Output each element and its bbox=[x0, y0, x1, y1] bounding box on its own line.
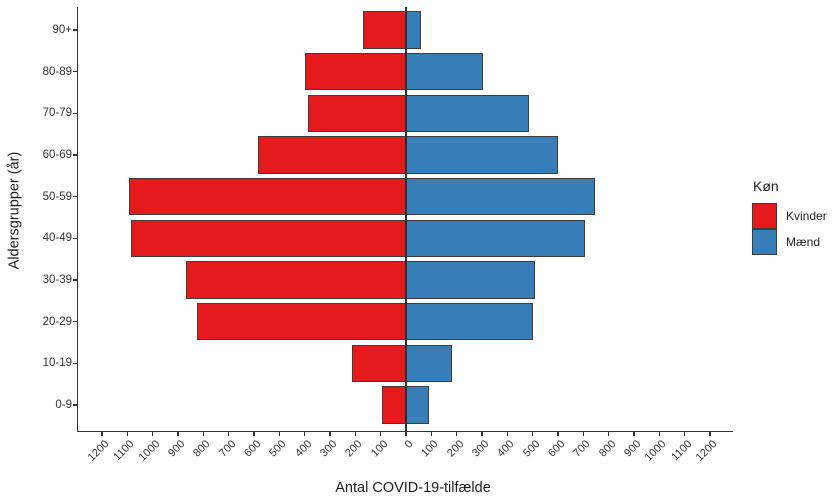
x-tick--600 bbox=[253, 432, 255, 437]
legend-key-mænd bbox=[752, 229, 777, 255]
x-tick--500 bbox=[278, 432, 280, 437]
y-tick-label-0-9: 0-9 bbox=[55, 399, 72, 412]
bar-kvinder-0-9 bbox=[381, 386, 406, 424]
x-tick--1200 bbox=[101, 432, 103, 437]
x-tick-1100 bbox=[684, 432, 686, 437]
x-tick-1000 bbox=[658, 432, 660, 437]
bar-mænd-0-9 bbox=[406, 386, 429, 424]
x-tick--1000 bbox=[152, 432, 154, 437]
bar-kvinder-70-79 bbox=[308, 94, 406, 133]
x-tick--1100 bbox=[126, 432, 128, 437]
x-tick-300 bbox=[481, 432, 483, 437]
bar-mænd-20-29 bbox=[406, 302, 533, 341]
legend-label-mænd: Mænd bbox=[786, 235, 821, 249]
bar-kvinder-10-19 bbox=[351, 344, 406, 383]
y-tick-60-69 bbox=[73, 154, 77, 156]
bar-mænd-90+ bbox=[406, 11, 422, 49]
bar-kvinder-50-59 bbox=[128, 177, 406, 216]
y-tick-30-39 bbox=[73, 279, 77, 281]
bar-kvinder-80-89 bbox=[304, 52, 406, 91]
x-tick-900 bbox=[633, 432, 635, 437]
y-tick-label-80-89: 80-89 bbox=[42, 65, 72, 78]
x-tick-700 bbox=[582, 432, 584, 437]
legend-label-kvinder: Kvinder bbox=[786, 209, 827, 223]
y-tick-70-79 bbox=[73, 112, 77, 114]
bar-mænd-60-69 bbox=[406, 136, 558, 174]
y-tick-label-10-19: 10-19 bbox=[42, 357, 72, 370]
x-tick--100 bbox=[380, 432, 382, 437]
x-tick-400 bbox=[506, 432, 508, 437]
y-tick-80-89 bbox=[73, 71, 77, 73]
y-tick-10-19 bbox=[73, 362, 77, 364]
x-tick-0 bbox=[405, 432, 407, 437]
y-tick-label-30-39: 30-39 bbox=[42, 274, 72, 287]
x-tick-200 bbox=[456, 432, 458, 437]
x-tick--400 bbox=[304, 432, 306, 437]
x-tick--200 bbox=[354, 432, 356, 437]
y-axis-line bbox=[77, 7, 79, 433]
x-tick-500 bbox=[532, 432, 534, 437]
bar-mænd-40-49 bbox=[406, 219, 585, 258]
x-tick-100 bbox=[430, 432, 432, 437]
x-axis-title: Antal COVID-19-tilfælde bbox=[335, 480, 491, 496]
y-tick-label-70-79: 70-79 bbox=[42, 107, 72, 120]
x-axis-line bbox=[77, 431, 733, 433]
x-tick-600 bbox=[557, 432, 559, 437]
x-tick-1200 bbox=[709, 432, 711, 437]
bar-mænd-80-89 bbox=[406, 52, 484, 91]
x-tick--700 bbox=[228, 432, 230, 437]
bar-kvinder-30-39 bbox=[185, 261, 406, 299]
y-tick-20-29 bbox=[73, 321, 77, 323]
bar-mænd-30-39 bbox=[406, 261, 536, 299]
bar-kvinder-60-69 bbox=[257, 136, 406, 174]
bar-kvinder-40-49 bbox=[131, 219, 406, 258]
y-tick-label-40-49: 40-49 bbox=[42, 232, 72, 245]
y-tick-label-50-59: 50-59 bbox=[42, 190, 72, 203]
y-tick-label-90+: 90+ bbox=[52, 24, 72, 36]
bar-mænd-70-79 bbox=[406, 94, 529, 133]
zero-line bbox=[405, 7, 407, 431]
y-tick-label-20-29: 20-29 bbox=[42, 315, 72, 328]
x-tick--300 bbox=[329, 432, 331, 437]
x-tick-800 bbox=[608, 432, 610, 437]
bar-kvinder-20-29 bbox=[197, 302, 406, 341]
y-axis-title: Aldersgrupper (år) bbox=[6, 151, 23, 270]
y-tick-90+ bbox=[73, 29, 77, 31]
y-tick-0-9 bbox=[73, 404, 77, 406]
y-tick-40-49 bbox=[73, 237, 77, 239]
bar-mænd-10-19 bbox=[406, 344, 452, 383]
y-tick-50-59 bbox=[73, 196, 77, 198]
legend-key-kvinder bbox=[752, 203, 777, 229]
x-tick--800 bbox=[202, 432, 204, 437]
x-tick--900 bbox=[177, 432, 179, 437]
bar-mænd-50-59 bbox=[406, 177, 595, 216]
legend-title: Køn bbox=[753, 178, 779, 194]
y-tick-label-60-69: 60-69 bbox=[42, 149, 72, 161]
bar-kvinder-90+ bbox=[362, 11, 406, 49]
